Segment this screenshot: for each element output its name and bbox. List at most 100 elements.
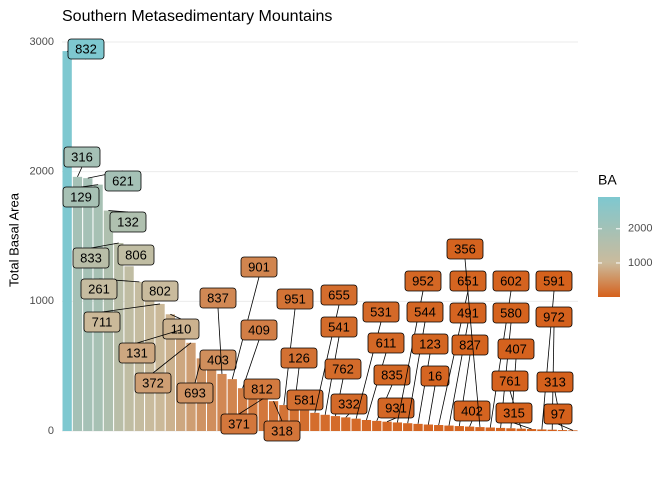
leader-line <box>366 352 387 421</box>
bar-label: 371 <box>228 416 250 431</box>
leader-line <box>152 342 192 374</box>
bar-label: 372 <box>142 375 164 390</box>
label-box <box>220 413 258 435</box>
label-box <box>492 302 530 324</box>
label-box <box>491 370 529 392</box>
bar-label: 761 <box>499 373 521 388</box>
bar-label: 580 <box>500 305 522 320</box>
bar-label: 316 <box>71 149 93 164</box>
bar-label: 655 <box>328 287 350 302</box>
bar-label: 110 <box>171 321 192 336</box>
bar <box>237 388 248 431</box>
bar-label: 835 <box>381 367 403 382</box>
bar <box>495 427 506 431</box>
bar <box>289 407 299 431</box>
label-box <box>367 332 405 354</box>
bar-label: 952 <box>412 273 434 288</box>
leader-line <box>90 242 119 249</box>
leader-line <box>101 303 161 313</box>
bar <box>464 426 475 431</box>
label-box <box>286 389 324 411</box>
bar <box>568 430 578 431</box>
label-box <box>536 371 574 393</box>
bar-label: 541 <box>328 319 350 334</box>
legend-colorbar <box>598 197 620 297</box>
label-box <box>80 278 118 300</box>
bar <box>547 429 557 431</box>
leader-line <box>417 353 431 424</box>
y-tick-label: 2000 <box>30 166 54 178</box>
bar-label: 972 <box>543 309 565 324</box>
label-box <box>276 288 314 310</box>
bar <box>62 51 72 432</box>
bar-label: 837 <box>207 290 229 305</box>
bar <box>434 425 444 431</box>
bar <box>372 420 382 431</box>
bar-label: 832 <box>75 41 97 56</box>
bar <box>485 427 495 431</box>
leader-line <box>273 401 283 422</box>
label-box <box>109 211 147 233</box>
leader-line <box>513 422 532 430</box>
label-box <box>453 400 491 422</box>
bar-label: 403 <box>207 352 229 367</box>
leader-line <box>464 258 481 428</box>
label-box <box>449 302 487 324</box>
bar <box>176 329 186 431</box>
legend-title: BA <box>598 172 617 188</box>
bar <box>248 394 258 431</box>
bar-label: 806 <box>125 247 147 262</box>
bar <box>475 427 485 431</box>
label-box <box>141 280 179 302</box>
bar-label: 531 <box>370 304 392 319</box>
y-axis-label: Total Basal Area <box>6 192 21 287</box>
bar <box>114 242 124 431</box>
label-box <box>497 338 535 360</box>
label-box <box>280 347 318 369</box>
bar-label: 261 <box>88 281 110 296</box>
bar-label: 126 <box>288 350 310 365</box>
bar <box>93 184 103 431</box>
label-box <box>67 38 105 60</box>
bar <box>299 410 310 431</box>
leader-line <box>217 307 223 374</box>
leader-line <box>345 413 350 418</box>
bar-label: 901 <box>248 259 270 274</box>
bar <box>413 423 423 431</box>
label-box <box>83 311 121 333</box>
bar-label: 621 <box>112 173 134 188</box>
label-box <box>362 301 400 323</box>
bar-label: 318 <box>271 423 293 438</box>
bar-label: 123 <box>419 336 441 351</box>
bar-label: 332 <box>338 396 360 411</box>
bar-label: 931 <box>385 400 407 415</box>
label-box <box>176 382 214 404</box>
bar <box>351 418 361 431</box>
bar-label: 132 <box>117 214 139 229</box>
bar <box>227 379 237 431</box>
bar <box>423 424 434 431</box>
bar <box>258 398 268 431</box>
label-box <box>72 247 110 269</box>
chart-title: Southern Metasedimentary Mountains <box>62 8 332 25</box>
leader-line <box>238 398 264 415</box>
bar-label: 802 <box>149 283 171 298</box>
label-box <box>117 244 155 266</box>
bar-label: 131 <box>126 345 148 360</box>
label-box <box>320 284 358 306</box>
bar-label: 833 <box>80 250 102 265</box>
label-box <box>63 146 101 168</box>
leader-line <box>77 166 83 178</box>
bar <box>557 430 568 431</box>
y-tick-label: 3000 <box>30 36 54 48</box>
bar-label: 711 <box>92 314 113 329</box>
y-tick-label: 0 <box>48 425 54 437</box>
bar <box>506 428 516 431</box>
bar-label: 409 <box>248 322 270 337</box>
label-box <box>134 372 172 394</box>
label-box <box>492 270 530 292</box>
bar-label: 313 <box>544 374 566 389</box>
bar <box>165 314 176 431</box>
leader-line <box>469 420 473 427</box>
